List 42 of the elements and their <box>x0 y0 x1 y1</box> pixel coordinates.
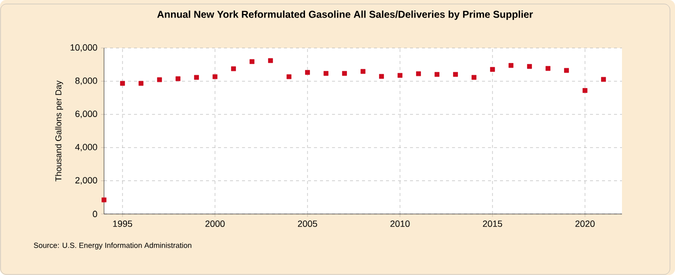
point <box>564 68 569 73</box>
x-tick-label: 2005 <box>298 220 318 227</box>
point <box>508 63 514 68</box>
point <box>194 74 199 80</box>
y-tick-label: 10,000 <box>70 44 98 52</box>
point <box>398 72 402 78</box>
point <box>342 70 347 76</box>
point <box>157 77 162 82</box>
y-tick-label: 2,000 <box>75 177 98 184</box>
point <box>212 74 218 80</box>
point <box>250 59 254 64</box>
point <box>527 64 532 69</box>
x-tick-label: 1995 <box>113 220 132 227</box>
point <box>268 58 273 64</box>
x-tick-label: 2020 <box>575 220 595 227</box>
point <box>138 80 144 86</box>
point <box>102 197 106 202</box>
x-tick-label: 2000 <box>205 220 225 227</box>
point <box>231 66 236 72</box>
point <box>305 70 310 75</box>
point <box>472 74 476 80</box>
y-axis-title: Thousand Gallons per Day <box>55 80 64 182</box>
y-tick-label: 0 <box>92 210 98 218</box>
point <box>416 71 421 76</box>
x-tick-label: 2010 <box>390 220 410 227</box>
point <box>286 74 292 80</box>
y-tick-label: 4,000 <box>75 144 98 152</box>
point <box>453 72 458 77</box>
point <box>490 67 495 72</box>
point <box>324 70 328 76</box>
y-tick-label: 6,000 <box>75 110 98 118</box>
point <box>120 80 125 86</box>
point <box>379 74 384 79</box>
point <box>176 76 180 82</box>
chart-title: Annual New York Reformulated Gasoline All Sales/Deliveries by Prime Supplier <box>157 10 533 20</box>
x-tick-label: 2015 <box>482 220 502 227</box>
point <box>360 68 366 74</box>
point <box>601 76 606 82</box>
point <box>546 66 550 71</box>
point <box>582 88 588 93</box>
point <box>434 72 440 77</box>
y-tick-label: 8,000 <box>75 77 98 85</box>
